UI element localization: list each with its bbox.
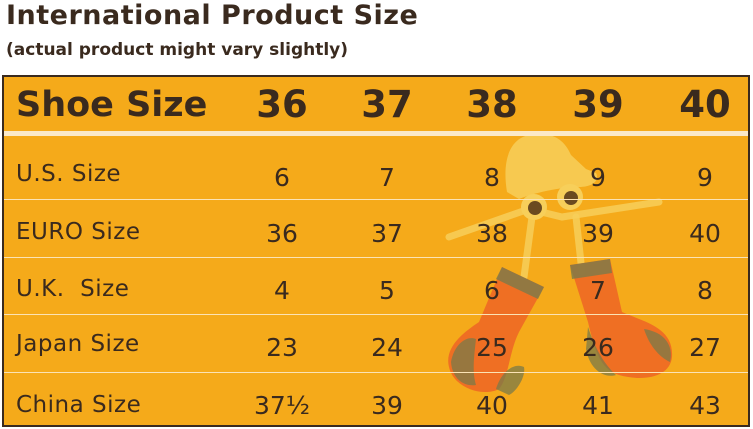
table-cell: 38 (476, 219, 508, 248)
table-cell: 43 (689, 391, 721, 420)
table-cell: 36 (266, 219, 298, 248)
row-label: U.S. Size (16, 161, 122, 187)
row-label: China Size (16, 392, 142, 418)
header-size-cell: 36 (256, 83, 308, 126)
table-cell: 25 (476, 333, 508, 362)
header-label: Shoe Size (16, 85, 208, 125)
header-size-cell: 39 (572, 83, 624, 126)
row-label: EURO Size (16, 219, 141, 245)
row-label: Japan Size (16, 331, 140, 357)
table-cell: 6 (274, 163, 290, 192)
table-cell: 7 (590, 276, 606, 305)
table-cell: 27 (689, 333, 721, 362)
row-divider (4, 314, 748, 315)
table-cell: 39 (582, 219, 614, 248)
row-divider (4, 199, 748, 200)
table-cell: 5 (379, 276, 395, 305)
table-cell: 26 (582, 333, 614, 362)
row-label: U.K. Size (16, 276, 130, 302)
table-cell: 9 (590, 163, 606, 192)
size-table: Shoe Size 36 37 38 39 40 U.S. Size 6 7 8… (2, 75, 750, 427)
table-cell: 40 (476, 391, 508, 420)
page-title: International Product Size (6, 0, 419, 31)
table-cell: 24 (371, 333, 403, 362)
table-cell: 41 (582, 391, 614, 420)
sock-mascot-icon (445, 133, 673, 395)
header-divider (4, 131, 748, 136)
table-cell: 8 (697, 276, 713, 305)
table-cell: 39 (371, 391, 403, 420)
table-cell: 8 (484, 163, 500, 192)
table-cell: 40 (689, 219, 721, 248)
header-size-cell: 37 (361, 83, 413, 126)
table-cell: 9 (697, 163, 713, 192)
table-cell: 23 (266, 333, 298, 362)
page-subtitle: (actual product might vary slightly) (6, 40, 349, 60)
header-size-cell: 40 (679, 83, 731, 126)
table-cell: 4 (274, 276, 290, 305)
table-cell: 7 (379, 163, 395, 192)
row-divider (4, 372, 748, 373)
row-divider (4, 257, 748, 258)
table-cell: 6 (484, 276, 500, 305)
table-cell: 37½ (253, 391, 311, 420)
table-cell: 37 (371, 219, 403, 248)
header-size-cell: 38 (466, 83, 518, 126)
